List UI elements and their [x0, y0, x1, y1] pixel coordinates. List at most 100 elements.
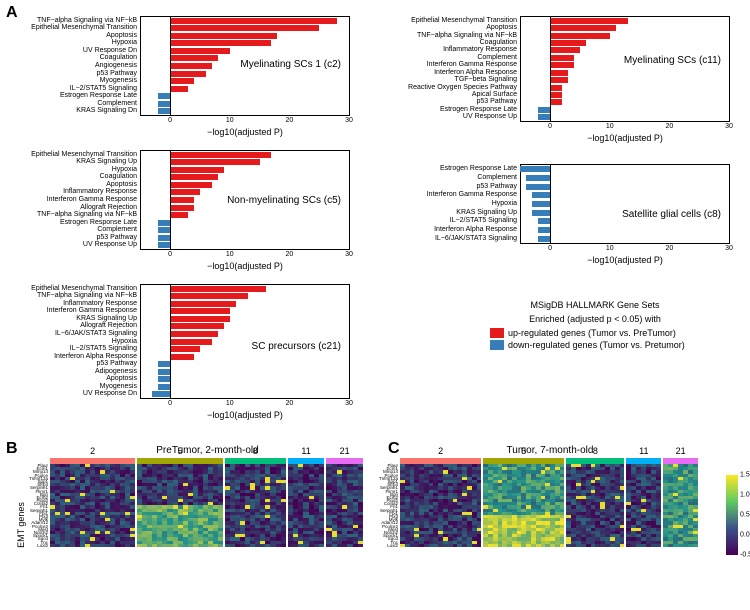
pathway-label: p53 Pathway: [477, 98, 517, 105]
xaxis-label: −log10(adjusted P): [141, 261, 349, 271]
bar: [170, 48, 230, 54]
legend-down-text: down-regulated genes (Tumor vs. Pretumor…: [508, 340, 685, 350]
bar: [550, 62, 574, 68]
xtick: 20: [665, 245, 673, 252]
heatmap-C-grid: PlaurEcm1Mmp14PcolceTnfrsf12aSpp1Sfrp4Se…: [400, 464, 700, 547]
bar: [538, 236, 550, 242]
legend-title-2: Enriched (adjusted p < 0.05) with: [460, 314, 730, 324]
pathway-label: TGF−beta Signaling: [455, 76, 517, 83]
pathway-label: p53 Pathway: [97, 234, 137, 241]
bar: [520, 166, 550, 172]
pathway-label: Complement: [97, 100, 137, 107]
pathway-label: Allograft Rejection: [80, 322, 137, 329]
column-label: 5: [178, 446, 183, 456]
pathway-label: Estrogen Response Late: [60, 219, 137, 226]
pathway-label: Estrogen Response Late: [440, 165, 517, 172]
bar: [550, 77, 568, 83]
expression-colorbar: 1.5 1.0 0.5 0.0 -0.5 Expression: [726, 475, 738, 555]
bar: [170, 205, 194, 211]
bar: [170, 25, 319, 31]
pathway-label: Apical Surface: [472, 91, 517, 98]
bar: [170, 301, 236, 307]
column-label: 8: [253, 446, 258, 456]
bar: [158, 101, 170, 107]
legend-title-1: MSigDB HALLMARK Gene Sets: [460, 300, 730, 310]
bar: [170, 212, 188, 218]
pathway-label: Estrogen Response Late: [60, 92, 137, 99]
pathway-label: Complement: [477, 54, 517, 61]
chart-title: Myelinating SCs (c11): [624, 55, 721, 66]
bar: [550, 47, 580, 53]
xtick: 30: [345, 117, 353, 124]
bar: [550, 85, 562, 91]
legend-swatch-up: [490, 328, 504, 338]
bar: [170, 152, 271, 158]
xtick: 10: [226, 400, 234, 407]
xtick: 20: [285, 117, 293, 124]
bar: [550, 18, 628, 24]
heatmap-row: Loxl2: [50, 544, 365, 547]
bar: [170, 308, 230, 314]
pathway-label: IL−2/STAT5 Signaling: [70, 345, 137, 352]
bar: [170, 159, 259, 165]
chart-title: Myelinating SCs 1 (c2): [240, 59, 341, 70]
bar: [158, 93, 170, 99]
pathway-label: TNF−alpha Signaling via NF−kB: [37, 292, 137, 299]
xtick: 0: [168, 400, 172, 407]
chart-c5: Epithelial Mesenchymal TransitionKRAS Si…: [140, 150, 350, 250]
bar: [170, 189, 200, 195]
column-label: 2: [438, 446, 443, 456]
pathway-label: Inflammatory Response: [443, 46, 517, 53]
pathway-label: Myogenesis: [100, 77, 137, 84]
pathway-label: Interferon Alpha Response: [54, 353, 137, 360]
pathway-label: Myogenesis: [100, 383, 137, 390]
xtick: 10: [226, 117, 234, 124]
pathway-label: UV Response Dn: [83, 47, 137, 54]
pathway-label: IL−2/STAT5 Signaling: [450, 217, 517, 224]
bar: [550, 92, 562, 98]
column-label: 2: [90, 446, 95, 456]
xtick: 30: [345, 400, 353, 407]
legend-swatch-down: [490, 340, 504, 350]
bar: [170, 174, 218, 180]
pathway-label: Complement: [97, 226, 137, 233]
pathway-label: Interferon Gamma Response: [47, 307, 137, 314]
chart-c21: Epithelial Mesenchymal TransitionTNF−alp…: [140, 284, 350, 399]
xaxis-label: −log10(adjusted P): [521, 255, 729, 265]
bar: [550, 40, 586, 46]
legend-row-up: up-regulated genes (Tumor vs. PreTumor): [460, 328, 730, 338]
column-label: 21: [676, 446, 686, 456]
cb-tick-0: 1.5: [740, 472, 750, 479]
xaxis-label: −log10(adjusted P): [141, 410, 349, 420]
pathway-label: Hypoxia: [112, 338, 137, 345]
chart-c2: TNF−alpha Signaling via NF−kBEpithelial …: [140, 16, 350, 116]
pathway-label: KRAS Signaling Up: [456, 209, 517, 216]
pathway-label: Coagulation: [100, 173, 137, 180]
chart-c11: Epithelial Mesenchymal TransitionApoptos…: [520, 16, 730, 122]
bar: [170, 33, 277, 39]
pathway-label: KRAS Signaling Up: [76, 158, 137, 165]
bar: [526, 184, 550, 190]
pathway-label: Interferon Gamma Response: [47, 196, 137, 203]
panel-C-label: C: [388, 440, 400, 458]
bar: [550, 25, 616, 31]
panel-B-label: B: [6, 440, 18, 458]
pathway-label: Interferon Alpha Response: [434, 69, 517, 76]
chart-c8: Estrogen Response LateComplementp53 Path…: [520, 164, 730, 244]
heatmap-B: PreTumor, 2-month-old 2581121 PlaurEcm1M…: [50, 445, 365, 547]
pathway-label: IL−6/JAK/STAT3 Signaling: [435, 235, 517, 242]
xaxis-label: −log10(adjusted P): [521, 133, 729, 143]
colorbar-gradient: [726, 475, 738, 555]
pathway-label: UV Response Dn: [83, 390, 137, 397]
xtick: 0: [548, 123, 552, 130]
pathway-label: TNF−alpha Signaling via NF−kB: [37, 211, 137, 218]
bar: [170, 182, 212, 188]
bar: [170, 316, 230, 322]
pathway-label: Hypoxia: [112, 39, 137, 46]
bar: [170, 40, 271, 46]
pathway-label: Epithelial Mesenchymal Transition: [31, 151, 137, 158]
pathway-label: Interferon Gamma Response: [427, 61, 517, 68]
bar: [158, 369, 170, 375]
gene-label: Loxl2: [37, 544, 48, 549]
legend-up-text: up-regulated genes (Tumor vs. PreTumor): [508, 328, 676, 338]
